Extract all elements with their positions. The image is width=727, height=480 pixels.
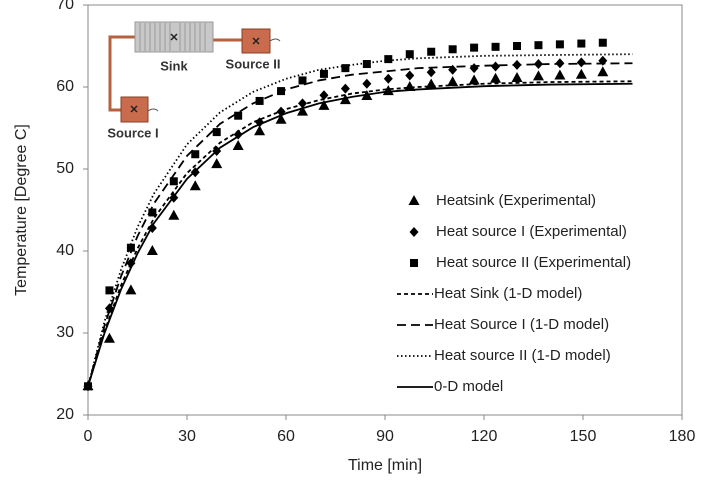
triangle-marker (468, 74, 480, 85)
x-axis-title: Time [min] (348, 457, 422, 474)
y-tick-label: 70 (56, 0, 74, 13)
triangle-marker (275, 113, 287, 124)
triangle-marker (339, 94, 351, 105)
sink-fins (139, 23, 206, 51)
square-marker (491, 42, 500, 51)
inset-label: Source II (226, 56, 281, 71)
diamond-marker (126, 258, 136, 269)
square-marker (105, 286, 114, 295)
x-tick-label: 150 (570, 428, 597, 445)
square-marker (319, 69, 328, 78)
diamond-marker (576, 57, 586, 68)
square-marker (577, 39, 586, 48)
square-marker (148, 208, 157, 217)
inset-diagram: Sink Source II Source I (107, 21, 281, 140)
triangle-marker (597, 66, 609, 77)
triangle-marker (254, 125, 266, 136)
y-tick-label: 40 (56, 242, 74, 259)
inset-label: Sink (160, 58, 188, 73)
y-axis-title: Temperature [Degree C] (13, 124, 30, 296)
diamond-marker (319, 90, 329, 101)
wire (147, 38, 281, 112)
square-marker (427, 47, 436, 56)
triangle-marker (125, 284, 137, 295)
square-marker (298, 76, 307, 85)
diamond-marker (426, 67, 436, 78)
square-marker (341, 64, 350, 73)
square-marker (555, 40, 564, 49)
square-marker (410, 259, 418, 267)
legend-label: Heat source I (Experimental) (436, 223, 627, 240)
diamond-marker (409, 227, 419, 237)
legend-label: Heat Sink (1-D model) (434, 285, 582, 302)
square-marker (534, 41, 543, 50)
triangle-marker (575, 68, 587, 79)
diamond-marker (469, 63, 479, 74)
triangle-marker (490, 72, 502, 83)
pipe (108, 35, 136, 112)
diamond-marker (405, 70, 415, 81)
square-marker (384, 55, 393, 64)
legend-label: Heat Source I (1-D model) (434, 316, 609, 333)
source-ii-block (241, 28, 271, 54)
triangle-marker (532, 70, 544, 81)
y-tick-label: 50 (56, 160, 74, 177)
diamond-marker (491, 61, 501, 72)
model-line (87, 62, 633, 387)
x-tick-label: 90 (376, 428, 394, 445)
square-marker (448, 45, 457, 54)
diamond-marker (533, 59, 543, 70)
triangle-marker (511, 71, 523, 82)
y-tick-label: 30 (56, 324, 74, 341)
triangle-marker (189, 180, 201, 191)
x-tick-label: 30 (178, 428, 196, 445)
triangle-marker (103, 332, 115, 343)
square-marker (191, 150, 200, 159)
square-marker (234, 111, 243, 120)
triangle-marker (554, 69, 566, 80)
square-marker (598, 38, 607, 47)
triangle-marker (408, 195, 420, 205)
legend-label: 0-D model (434, 378, 503, 395)
triangle-marker (211, 158, 223, 169)
triangle-marker (318, 99, 330, 110)
model-line (87, 80, 633, 387)
square-marker (513, 42, 521, 50)
triangle-marker (168, 209, 180, 220)
diamond-marker (340, 83, 350, 94)
square-marker (126, 243, 135, 252)
legend-label: Heatsink (Experimental) (436, 192, 596, 209)
x-tick-label: 0 (84, 428, 93, 445)
square-marker (169, 177, 178, 186)
square-marker (470, 43, 479, 52)
legend-label: Heat source II (Experimental) (436, 254, 631, 271)
triangle-marker (447, 76, 459, 87)
x-tick-label: 120 (471, 428, 498, 445)
diamond-marker (598, 55, 608, 66)
square-marker (405, 50, 414, 59)
diamond-marker (362, 78, 372, 89)
diamond-marker (383, 73, 393, 84)
triangle-marker (232, 140, 244, 151)
x-tick-label: 60 (277, 428, 295, 445)
model-line (87, 53, 633, 387)
y-tick-label: 60 (56, 78, 74, 95)
triangle-marker (146, 245, 158, 255)
x-tick-label: 180 (669, 428, 696, 445)
square-marker (212, 128, 221, 137)
diamond-marker (298, 98, 307, 109)
inset-label: Source I (107, 125, 158, 140)
triangle-marker (297, 105, 308, 116)
square-marker (362, 60, 371, 69)
model-line (87, 82, 633, 387)
legend-label: Heat source II (1-D model) (434, 347, 611, 364)
y-tick-label: 20 (56, 406, 74, 423)
cross-marks (130, 33, 260, 113)
